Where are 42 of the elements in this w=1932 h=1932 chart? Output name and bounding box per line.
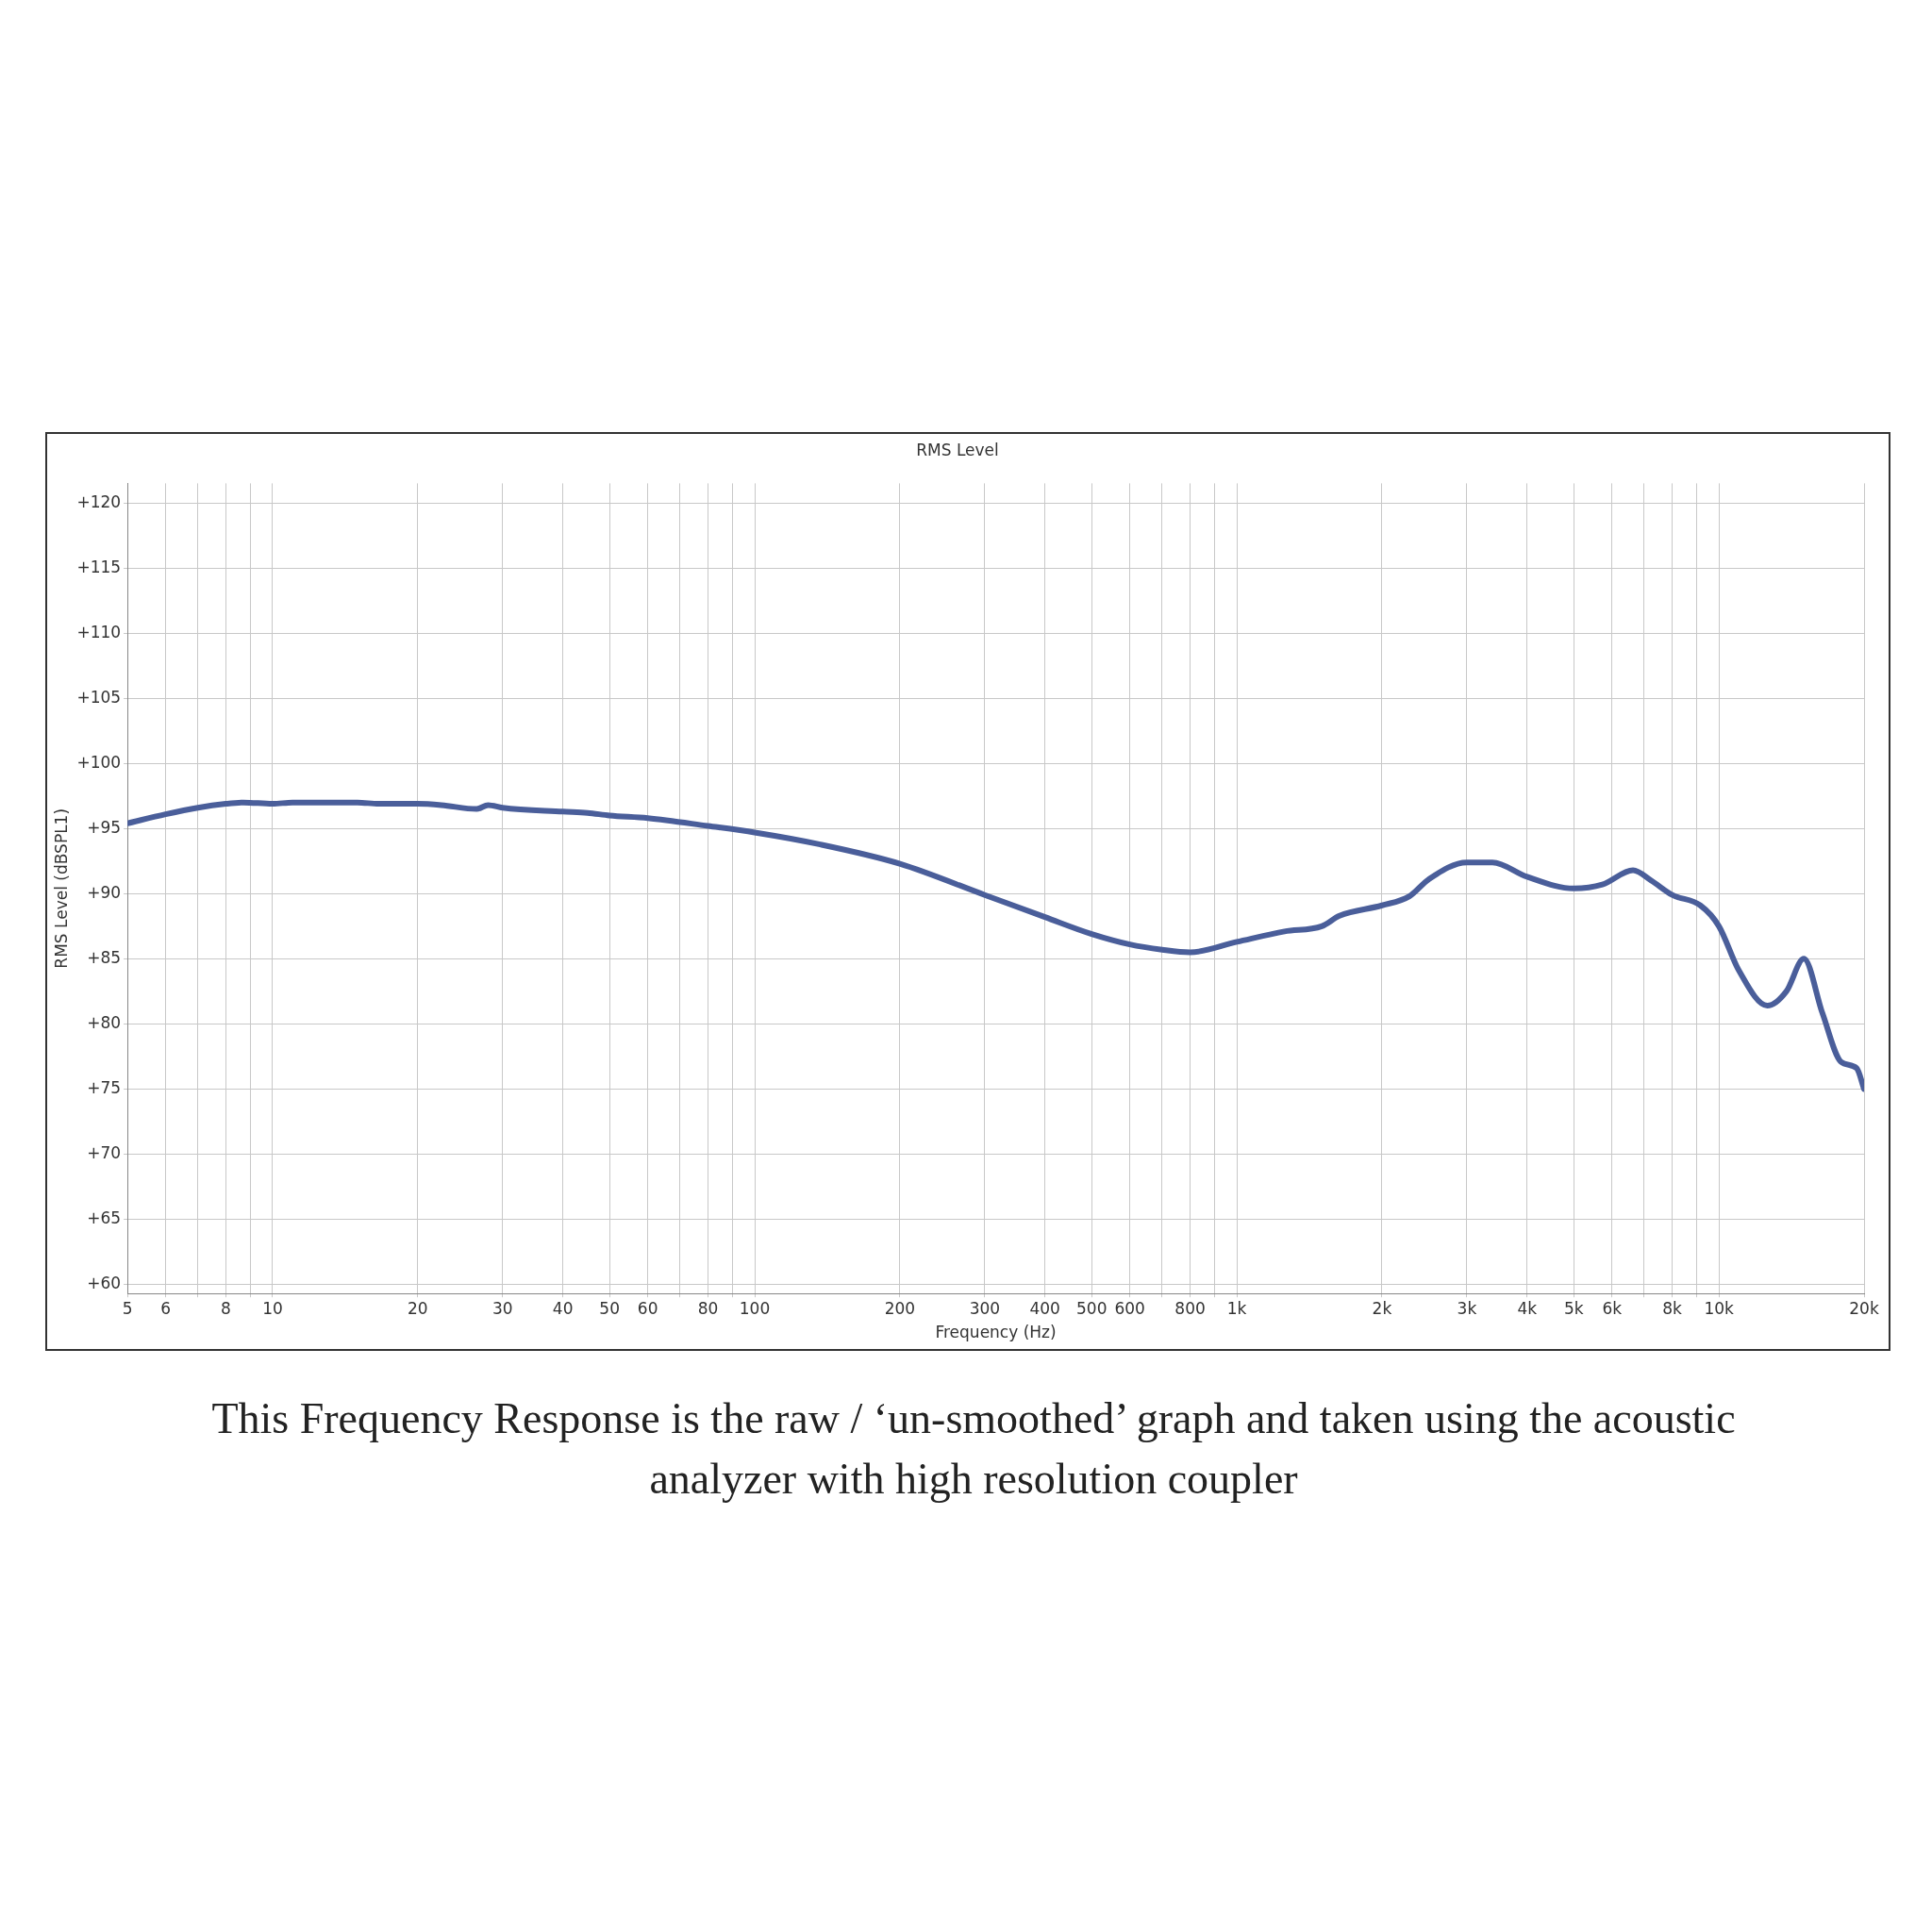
y-tick-label: +115: [76, 557, 122, 576]
x-tick-label: 600: [1114, 1298, 1145, 1318]
x-tick-label: 30: [491, 1298, 513, 1318]
y-tick-label: +90: [87, 882, 122, 902]
x-tick-label: 200: [884, 1298, 916, 1318]
x-tick-label: 500: [1076, 1298, 1108, 1318]
x-tick-label: 800: [1174, 1298, 1206, 1318]
x-tick-label: 50: [599, 1298, 620, 1318]
x-tick-label: 2k: [1372, 1298, 1392, 1318]
y-tick-label: +85: [87, 947, 122, 967]
x-tick-label: 5k: [1563, 1298, 1584, 1318]
x-tick-label: 60: [637, 1298, 658, 1318]
y-tick-label: +120: [76, 491, 122, 511]
x-tick-label: 300: [969, 1298, 1001, 1318]
x-tick-label: 20: [407, 1298, 428, 1318]
x-tick-label: 6: [160, 1298, 171, 1318]
y-axis-title: RMS Level (dBSPL1): [51, 808, 71, 969]
x-tick-label: 400: [1029, 1298, 1060, 1318]
text: This Frequency Response is the raw / ‘un-smoothed’ graph and taken using the acoustic analyzer with high resolution coupler: [210, 1393, 1737, 1506]
x-tick-label: 6k: [1602, 1298, 1623, 1318]
x-tick-label: 100: [739, 1298, 771, 1318]
y-tick-label: +75: [87, 1077, 122, 1097]
y-tick-label: +100: [76, 752, 122, 772]
y-tick-label: +105: [76, 687, 122, 707]
y-tick-label: +60: [87, 1273, 122, 1292]
x-tick-label: 80: [697, 1298, 719, 1318]
chart-title: RMS Level: [916, 440, 999, 459]
y-tick-label: +65: [87, 1208, 122, 1227]
x-tick-label: 20k: [1849, 1298, 1879, 1318]
x-tick-label: 3k: [1457, 1298, 1477, 1318]
x-tick-label: 5: [122, 1298, 133, 1318]
y-tick-label: +95: [87, 817, 122, 837]
x-tick-label: 8k: [1662, 1298, 1683, 1318]
y-tick-label: +110: [76, 622, 122, 641]
y-tick-label: +80: [87, 1012, 122, 1032]
x-tick-label: 1k: [1226, 1298, 1247, 1318]
x-tick-label: 40: [552, 1298, 574, 1318]
x-tick-label: 10: [262, 1298, 283, 1318]
y-tick-label: +70: [87, 1142, 122, 1162]
x-tick-label: 10k: [1704, 1298, 1735, 1318]
x-tick-label: 8: [221, 1298, 231, 1318]
x-tick-label: 4k: [1517, 1298, 1538, 1318]
